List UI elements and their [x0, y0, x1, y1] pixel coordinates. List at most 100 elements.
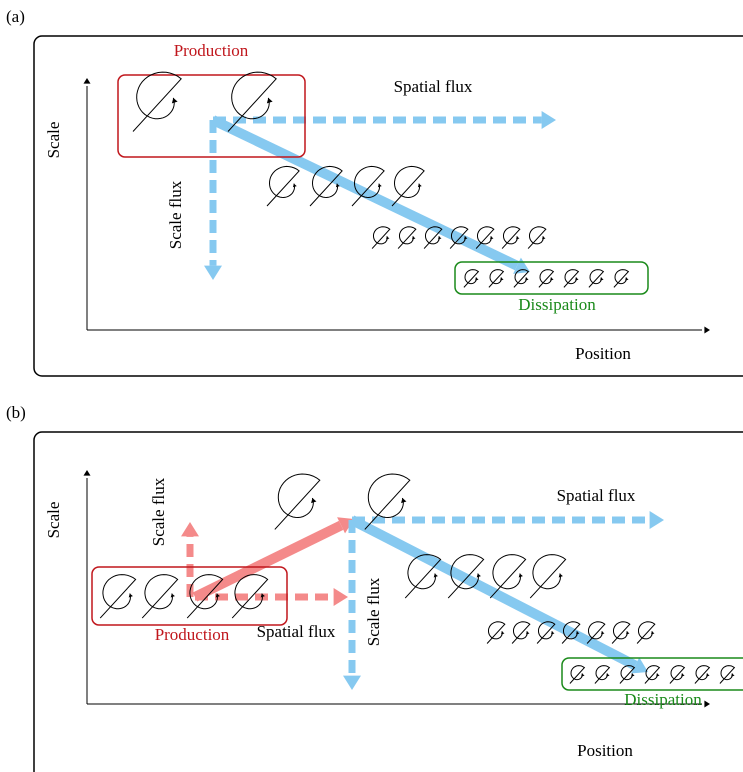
arrow-head	[518, 573, 523, 578]
arrow-head	[656, 673, 660, 677]
flux-arrow	[192, 520, 344, 602]
eddy	[475, 226, 495, 249]
arrow-head	[558, 573, 563, 578]
arrow-head	[601, 631, 605, 635]
x-axis-label: Position	[577, 741, 633, 760]
eddy	[274, 473, 321, 530]
arrow-head	[651, 631, 655, 635]
eddy	[351, 165, 385, 207]
eddy	[536, 621, 556, 644]
eddy	[619, 665, 636, 684]
eddy	[694, 665, 711, 684]
flux-arrow	[210, 115, 520, 271]
eddy	[141, 574, 179, 619]
arrow-head	[417, 183, 422, 188]
eddy	[488, 269, 505, 288]
shapes	[33, 35, 743, 772]
arrow-head	[525, 277, 529, 281]
eddy	[486, 621, 506, 644]
arrow-head	[215, 593, 220, 598]
eddy	[611, 621, 631, 644]
arrow-head	[542, 236, 546, 240]
arrow-head	[260, 593, 265, 598]
arrow-head	[433, 573, 438, 578]
eddy	[511, 621, 531, 644]
eddy	[513, 269, 530, 288]
arrow-head	[550, 277, 554, 281]
arrow-head	[731, 673, 735, 677]
eddy	[227, 71, 277, 132]
arrow-head	[551, 631, 555, 635]
arrow-head	[171, 97, 178, 104]
arrow-head	[204, 265, 222, 280]
scale-flux-label: Scale flux	[364, 577, 383, 646]
eddy	[501, 226, 521, 249]
eddy	[636, 621, 656, 644]
x-axis-label: Position	[575, 344, 631, 363]
arrow-head	[335, 183, 340, 188]
arrow-head	[475, 277, 479, 281]
arrow-head	[626, 631, 630, 635]
eddy	[561, 621, 581, 644]
arrow-head	[526, 631, 530, 635]
arrow-head	[575, 277, 579, 281]
arrow-head	[625, 277, 629, 281]
eddy	[644, 665, 661, 684]
eddy	[463, 269, 480, 288]
arrow-head	[266, 97, 273, 104]
arrow-head	[706, 673, 710, 677]
production-scale-flux-label: Scale flux	[149, 477, 168, 546]
spatial-flux-label: Spatial flux	[557, 486, 636, 505]
eddy	[99, 574, 137, 619]
eddy	[309, 165, 343, 207]
y-axis-label: Scale	[44, 502, 63, 539]
eddy	[371, 226, 391, 249]
production-spatial-flux-label: Spatial flux	[257, 622, 336, 641]
arrow-head	[704, 700, 710, 708]
arrow-head	[311, 498, 317, 504]
arrow-head	[83, 470, 91, 476]
dissipation-label: Dissipation	[518, 295, 596, 314]
eddy	[391, 165, 425, 207]
eddy	[586, 621, 606, 644]
arrow-head	[377, 183, 382, 188]
production-label: Production	[174, 41, 249, 60]
eddy	[588, 269, 605, 288]
eddy	[132, 71, 182, 132]
eddy	[489, 554, 527, 599]
eddy	[266, 165, 300, 207]
arrow-head	[476, 573, 481, 578]
y-axis-label: Scale	[44, 122, 63, 159]
arrow-head	[631, 657, 648, 674]
arrow-head	[704, 326, 710, 334]
dissipation-box	[561, 657, 743, 691]
arrow-head	[500, 277, 504, 281]
eddy	[569, 665, 586, 684]
eddy	[404, 554, 442, 599]
eddy	[449, 226, 469, 249]
eddy	[186, 574, 224, 619]
arrow-head	[516, 236, 520, 240]
arrow-head	[581, 673, 585, 677]
arrow-head	[333, 588, 348, 606]
arrow-head	[401, 498, 407, 504]
arrow-head	[464, 236, 468, 240]
arrow-head	[292, 183, 297, 188]
arrow-head	[600, 277, 604, 281]
panel-frame	[33, 431, 743, 772]
production-box	[91, 566, 288, 626]
panel-label: (b)	[6, 403, 26, 422]
arrow-head	[541, 111, 556, 129]
arrow-head	[386, 236, 390, 240]
eddy	[669, 665, 686, 684]
flux-arrow	[349, 515, 638, 670]
eddy	[529, 554, 567, 599]
eddy	[594, 665, 611, 684]
eddy	[231, 574, 269, 619]
eddy	[364, 473, 411, 530]
arrow-head	[649, 511, 664, 529]
arrow-head	[181, 522, 199, 537]
eddy	[719, 665, 736, 684]
arrow-head	[606, 673, 610, 677]
